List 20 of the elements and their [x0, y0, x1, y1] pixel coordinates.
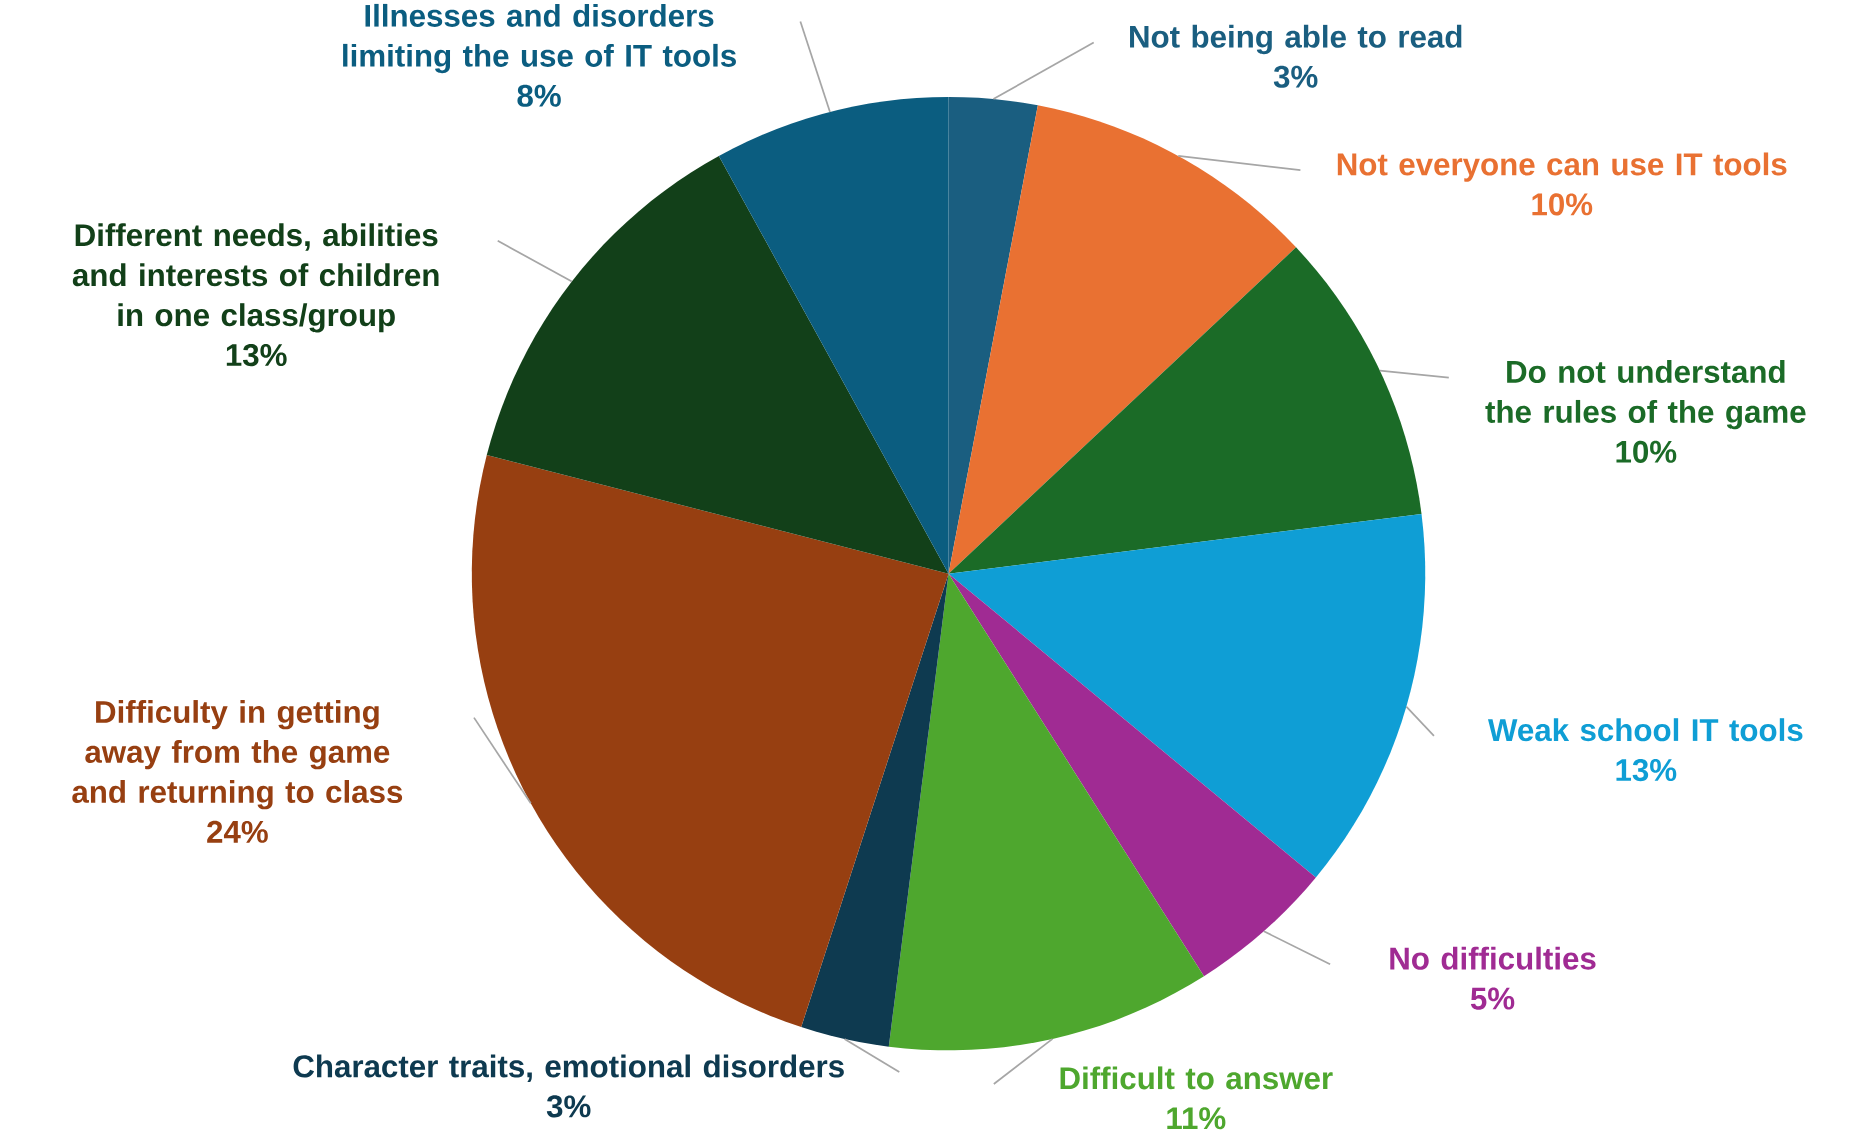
slice-label: Difficulty in getting away from the game and returning to class: [72, 699, 403, 810]
data-label: 3%: [546, 1095, 591, 1118]
data-label: 8%: [517, 84, 561, 107]
slice-label: Different needs, abilities and interests of children in one class/group: [72, 223, 439, 333]
slice-label: Weak school IT tools: [1487, 717, 1803, 741]
slice-label: Character traits, emotional disorders: [293, 1054, 844, 1082]
data-label: 11%: [1167, 1107, 1226, 1130]
data-label: 5%: [1470, 987, 1515, 1010]
data-label: 24%: [207, 820, 268, 843]
data-label: 10%: [1532, 193, 1593, 216]
slice-label: No difficulties: [1390, 946, 1596, 970]
data-label: 3%: [1273, 65, 1318, 88]
slice-label: Do not understand the rules of the game: [1485, 359, 1806, 430]
data-label: 13%: [226, 343, 287, 366]
slice-label: Illnesses and disorders limiting the use of IT tools: [343, 3, 736, 73]
data-label: 10%: [1616, 440, 1677, 463]
slice-label: Not everyone can use IT tools: [1337, 152, 1787, 182]
slice-label: Not being able to read: [1130, 24, 1462, 54]
slice-label: Difficult to answer: [1060, 1066, 1333, 1090]
data-label: 13%: [1616, 758, 1677, 781]
